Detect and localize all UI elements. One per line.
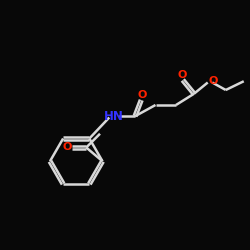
Text: O: O xyxy=(177,70,187,80)
Text: O: O xyxy=(208,76,218,86)
Text: O: O xyxy=(137,90,147,100)
Text: O: O xyxy=(62,142,72,152)
Text: HN: HN xyxy=(104,110,124,123)
